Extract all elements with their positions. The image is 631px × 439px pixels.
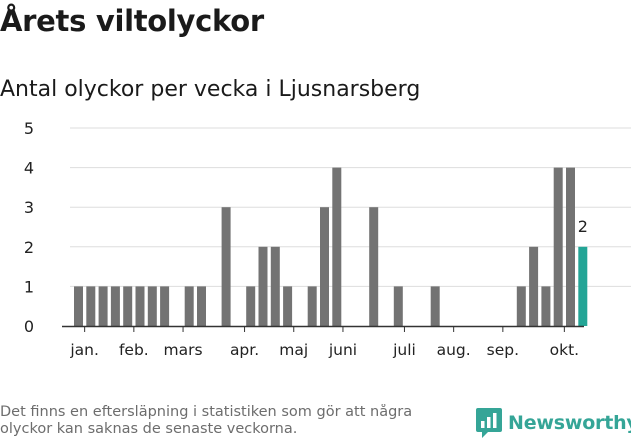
- bar: [197, 286, 206, 326]
- bar: [184, 286, 194, 326]
- bar: [74, 286, 83, 326]
- x-tick-label: sep.: [487, 341, 519, 359]
- bar: [553, 167, 563, 326]
- bar: [270, 246, 280, 326]
- x-tick-label: maj: [279, 341, 308, 359]
- bar: [283, 286, 293, 326]
- x-tick-label: juni: [328, 341, 357, 359]
- bar: [332, 167, 342, 326]
- bar-value-label: 2: [578, 217, 588, 236]
- bar: [393, 286, 403, 326]
- newsworthy-logo-text: Newsworthy: [508, 412, 631, 434]
- bar: [98, 286, 108, 326]
- x-tick-label: aug.: [437, 341, 471, 359]
- bar: [430, 286, 440, 326]
- x-tick-label: mars: [164, 341, 203, 359]
- bar: [110, 286, 120, 326]
- bar: [246, 286, 256, 326]
- newsworthy-logo-icon: [476, 408, 502, 438]
- y-tick-label: 0: [24, 317, 34, 336]
- y-tick-label: 3: [24, 198, 34, 217]
- chart-subtitle: Antal olyckor per vecka i Ljusnarsberg: [0, 77, 421, 102]
- y-tick-label: 5: [24, 119, 34, 138]
- bar: [123, 286, 133, 326]
- bar: [160, 286, 170, 326]
- bar: [369, 207, 379, 326]
- bar: [529, 246, 539, 326]
- x-tick-label: juli: [392, 341, 416, 359]
- x-tick-label: feb.: [119, 341, 149, 359]
- bar: [566, 167, 575, 326]
- bar: [320, 207, 329, 326]
- y-tick-label: 2: [24, 238, 34, 257]
- bar: [147, 286, 157, 326]
- bar: [516, 286, 526, 326]
- bar: [307, 286, 317, 326]
- x-tick-label: okt.: [550, 341, 579, 359]
- bar-highlight: [578, 246, 588, 326]
- x-tick-label: apr.: [230, 341, 259, 359]
- chart-title: Årets viltolyckor: [0, 4, 264, 38]
- newsworthy-logo[interactable]: Newsworthy: [476, 408, 631, 438]
- bar: [541, 286, 551, 326]
- x-tick-label: jan.: [69, 341, 99, 359]
- footnote: Det finns en eftersläpning i statistiken…: [0, 404, 413, 437]
- bar: [135, 286, 145, 326]
- y-tick-label: 4: [24, 159, 34, 178]
- bar: [258, 246, 268, 326]
- bar: [221, 207, 231, 326]
- bar: [86, 286, 96, 326]
- y-tick-label: 1: [24, 277, 34, 296]
- bar-chart: 0 1 2 3 4 5 2 jan. feb. mars apr. maj juni juli aug. se…: [24, 119, 631, 359]
